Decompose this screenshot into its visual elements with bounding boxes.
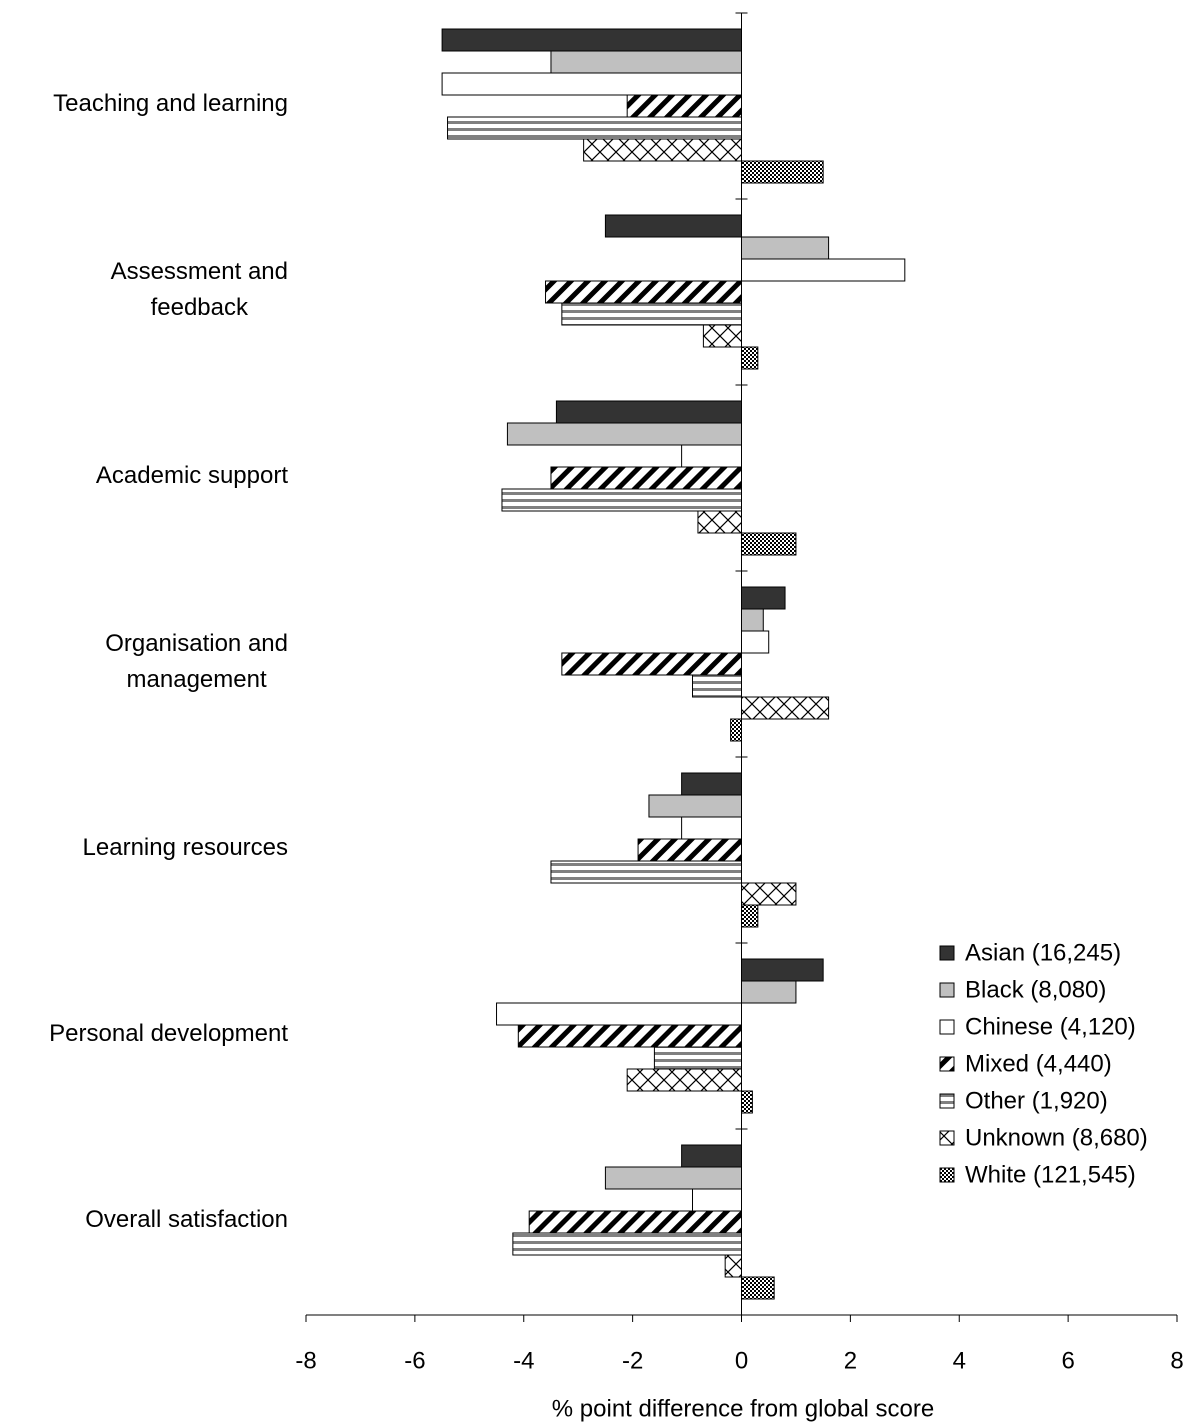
bar [741, 1276, 775, 1300]
bar [741, 608, 764, 632]
bar [561, 302, 743, 326]
bar [550, 50, 742, 74]
legend-label: Black (8,080) [965, 976, 1106, 1003]
bar [681, 1144, 743, 1168]
x-tick-label: -4 [513, 1347, 534, 1374]
legend-swatch [939, 945, 955, 961]
bar [741, 160, 824, 184]
legend-label: White (121,545) [965, 1161, 1136, 1188]
bar [637, 838, 742, 862]
bar [583, 138, 742, 162]
legend-swatch [939, 1056, 955, 1072]
bar [681, 772, 743, 796]
bar [741, 346, 759, 370]
x-tick-label: 4 [953, 1347, 966, 1374]
bar [681, 444, 743, 468]
x-tick-label: -6 [404, 1347, 425, 1374]
legend-label: Mixed (4,440) [965, 1050, 1112, 1077]
x-axis-label: % point difference from global score [552, 1395, 934, 1422]
bar [506, 422, 743, 446]
bar [501, 488, 742, 512]
bar [441, 72, 742, 96]
bar [648, 794, 742, 818]
bar [681, 816, 743, 840]
bar [496, 1002, 742, 1026]
bar [741, 980, 797, 1004]
bar [604, 214, 742, 238]
legend-swatch [939, 1130, 955, 1146]
bar [653, 1046, 743, 1070]
bar [741, 630, 770, 654]
category-label: Teaching and learning [53, 90, 288, 117]
bar [626, 94, 743, 118]
bar [702, 324, 742, 348]
bar [692, 1188, 742, 1212]
bar [626, 1068, 743, 1092]
category-label: Academic support [95, 462, 288, 489]
bar [545, 280, 743, 304]
x-tick-label: -8 [295, 1347, 316, 1374]
legend-label: Other (1,920) [965, 1087, 1108, 1114]
bar [730, 718, 742, 742]
bar [741, 882, 797, 906]
bar [741, 532, 797, 556]
category-label: Overall satisfaction [85, 1206, 288, 1233]
bar [517, 1024, 743, 1048]
bar [561, 652, 743, 676]
bar [741, 904, 759, 928]
x-tick-label: -2 [622, 1347, 643, 1374]
x-tick-label: 8 [1170, 1347, 1183, 1374]
bar [741, 1090, 753, 1114]
bar [550, 860, 742, 884]
bar [724, 1254, 743, 1278]
category-label: Assessment and feedback [110, 258, 288, 321]
category-label: Organisation and management [105, 630, 288, 693]
legend-swatch [939, 1019, 955, 1035]
legend-swatch [939, 1167, 955, 1183]
bar [447, 116, 742, 140]
bar [550, 466, 742, 490]
legend-label: Chinese (4,120) [965, 1013, 1136, 1040]
x-tick-label: 0 [735, 1347, 748, 1374]
bar [604, 1166, 742, 1190]
bar [512, 1232, 742, 1256]
legend-label: Unknown (8,680) [965, 1124, 1148, 1151]
bar [555, 400, 742, 424]
bar [741, 586, 786, 610]
bar [697, 510, 743, 534]
bar [741, 958, 824, 982]
x-tick-label: 2 [844, 1347, 857, 1374]
bar [741, 258, 906, 282]
bar [528, 1210, 742, 1234]
x-tick-label: 6 [1061, 1347, 1074, 1374]
bar [741, 696, 830, 720]
bar [441, 28, 742, 52]
legend-swatch [939, 982, 955, 998]
category-label: Personal development [49, 1020, 288, 1047]
legend-label: Asian (16,245) [965, 939, 1121, 966]
legend-swatch [939, 1093, 955, 1109]
category-label: Learning resources [82, 834, 288, 861]
bar [741, 236, 830, 260]
bar [692, 674, 742, 698]
